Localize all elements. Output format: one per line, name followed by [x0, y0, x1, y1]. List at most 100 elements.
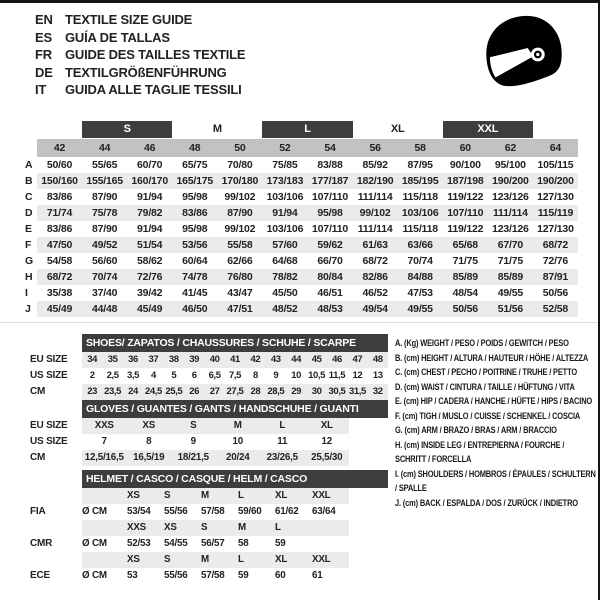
size-group-m: M — [212, 123, 222, 135]
value-cell: 6 — [191, 370, 197, 381]
value-cell: 23 — [87, 386, 98, 397]
spacer-cell — [82, 552, 127, 568]
value-cell: 95/98 — [182, 223, 208, 235]
legend-item: I. (cm) SHOULDERS / HOMBROS / ÉPAULES / … — [395, 468, 596, 494]
value-cell: 55/65 — [91, 159, 118, 171]
value-cell: 111/114 — [492, 207, 528, 219]
value-cell: 9 — [190, 436, 196, 447]
value-cell: 50/60 — [46, 159, 73, 171]
legend-item: C. (cm) CHEST / PECHO / POITRINE / TRUHE… — [395, 367, 577, 377]
row-letter: E — [25, 223, 32, 235]
value-cell: 187/198 — [447, 175, 484, 187]
guide-title: GUIDA ALLE TAGLIE TESSILI — [65, 82, 242, 97]
value-cell: 182/190 — [356, 175, 394, 187]
value-cell: 74/78 — [182, 271, 208, 283]
row-label: US SIZE — [30, 436, 68, 447]
value-cell: 87/90 — [91, 191, 118, 203]
value-cell: 165/175 — [176, 175, 214, 187]
value-cell: 2,5 — [106, 370, 119, 381]
value-cell: 190/200 — [492, 175, 529, 187]
value-cell: 12 — [352, 370, 363, 381]
value-cell: 16,5/19 — [133, 452, 165, 463]
value-cell: 115/118 — [402, 223, 438, 235]
value-cell: 87/95 — [407, 159, 433, 171]
value-cell: 60 — [275, 570, 286, 581]
value-cell: 66/70 — [317, 255, 343, 267]
value-cell: 87/90 — [91, 223, 118, 235]
value-cell: 67/70 — [497, 239, 523, 251]
table-row-f: F 47/50 49/52 51/54 53/56 55/58 57/60 59/62 61/… — [25, 237, 578, 253]
value-cell: 46/51 — [317, 287, 343, 299]
value-cell: 107/110 — [312, 191, 349, 203]
size-header-cell: 58 — [414, 142, 426, 154]
row-letter: D — [25, 207, 33, 219]
value-cell: 91/94 — [272, 207, 298, 219]
language-row-fr: FR GUIDE DES TAILLES TEXTILE — [35, 46, 246, 64]
value-cell: 99/102 — [359, 207, 391, 219]
value-cell: 177/187 — [311, 175, 349, 187]
value-cell: 6,5 — [208, 370, 221, 381]
measurement-legend: A. (Kg) WEIGHT / PESO / POIDS / GEWITCH … — [395, 336, 596, 510]
value-cell: 53/54 — [127, 506, 151, 517]
value-cell: 71/75 — [452, 255, 478, 267]
value-cell: 83/88 — [317, 159, 343, 171]
value-cell: 160/170 — [131, 175, 168, 187]
value-cell: 56/60 — [91, 255, 118, 267]
shoes-size-table: SHOES/ ZAPATOS / CHAUSSURES / SCHUHE / S… — [30, 334, 388, 400]
value-cell: 52/53 — [127, 538, 151, 549]
value-cell: 27 — [209, 386, 220, 397]
row-letter: C — [25, 191, 33, 203]
size-header-cell: XS — [127, 490, 140, 501]
language-code: DE — [35, 64, 53, 80]
value-cell: 28,5 — [267, 386, 285, 397]
value-cell: 31,5 — [348, 386, 366, 397]
value-cell: XXS — [94, 420, 114, 431]
value-cell: 54/55 — [164, 538, 188, 549]
size-header-cell: XXL — [312, 554, 331, 565]
value-cell: 9 — [273, 370, 279, 381]
size-header-cell: XS — [127, 554, 140, 565]
guide-title: GUÍA DE TALLAS — [65, 29, 170, 45]
value-cell: 10,5 — [308, 370, 326, 381]
value-cell: 95/98 — [317, 207, 343, 219]
value-cell: 75/78 — [91, 207, 118, 219]
value-cell: 79/82 — [137, 207, 163, 219]
language-code: ES — [35, 29, 52, 45]
value-cell: 28 — [250, 386, 261, 397]
cmr-values-row: CMR Ø CM 52/53 54/55 56/57 58 59 — [30, 536, 388, 552]
value-cell: 59/60 — [238, 506, 262, 517]
size-header-cell: 42 — [53, 142, 66, 154]
fia-sizes-row: XS S M L XL XXL — [30, 488, 388, 504]
table-row-d: D 71/74 75/78 79/82 83/86 87/90 91/94 95/98 99/… — [25, 205, 578, 221]
value-cell: 111/114 — [357, 191, 393, 203]
value-cell: 11 — [277, 436, 288, 447]
size-header-cell: S — [164, 554, 171, 565]
guide-title: TEXTILE SIZE GUIDE — [65, 12, 193, 27]
shoes-eu-size-row: EU SIZE 34 35 36 37 38 39 40 41 42 43 44 45 46 47 48 — [30, 352, 388, 368]
value-cell: 41 — [230, 354, 240, 365]
size-header-cell: S — [201, 522, 208, 533]
value-cell: 57/58 — [201, 506, 225, 517]
value-cell: S — [190, 420, 197, 431]
value-cell: 18/21,5 — [177, 452, 209, 463]
value-cell: 173/183 — [266, 175, 304, 187]
value-cell: 123/126 — [492, 191, 529, 203]
value-cell: 10 — [232, 436, 244, 447]
size-header-cell: 48 — [189, 142, 201, 154]
gloves-table-title: GLOVES / GUANTES / GANTS / HANDSCHUHE / … — [82, 400, 388, 418]
value-cell: 45/49 — [46, 303, 73, 315]
value-cell: 72/76 — [542, 255, 569, 267]
size-header-cell: L — [238, 490, 244, 501]
value-cell: 83/86 — [46, 191, 73, 203]
value-cell: 2 — [89, 370, 95, 381]
value-cell: 51/56 — [497, 303, 523, 315]
ece-values-row: ECE Ø CM 53 55/56 57/58 59 60 61 — [30, 568, 388, 584]
value-cell: 65/75 — [182, 159, 208, 171]
value-cell: 7,5 — [228, 370, 241, 381]
value-cell: 52/58 — [542, 303, 569, 315]
value-cell: 83/86 — [182, 207, 208, 219]
value-cell: XL — [320, 420, 333, 431]
value-cell: 25,5/30 — [311, 452, 343, 463]
size-header-cell: 62 — [504, 142, 516, 154]
value-cell: 57/58 — [201, 570, 225, 581]
